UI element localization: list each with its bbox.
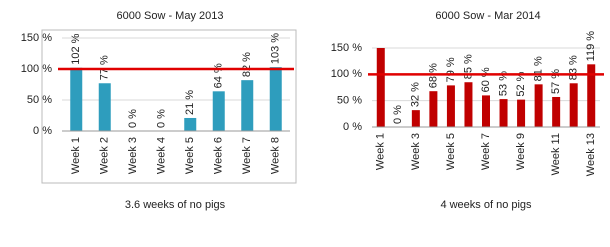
bar: [429, 91, 438, 127]
value-label: 57 %: [550, 69, 562, 94]
value-label: 85 %: [462, 54, 474, 79]
bar: [482, 95, 490, 127]
bar: [552, 96, 561, 127]
bar: [269, 67, 282, 131]
value-label: 102 %: [70, 33, 82, 64]
value-label: 0 %: [392, 105, 404, 124]
x-tick-label: Week 6: [213, 137, 225, 174]
y-tick-label: 50 %: [27, 94, 52, 106]
x-tick-label: Week 1: [375, 133, 387, 170]
y-tick-label: 0 %: [343, 121, 362, 133]
x-tick-label: Week 4: [156, 137, 168, 174]
value-label: 0 %: [127, 109, 139, 128]
x-tick-label: Week 13: [585, 133, 597, 176]
annotation: 3.6 weeks of no pigs: [125, 199, 226, 211]
bar: [241, 80, 254, 131]
bar: [464, 82, 473, 127]
value-label: 77 %: [99, 55, 111, 80]
value-label: 103 %: [270, 33, 282, 64]
plot-border: [41, 29, 297, 184]
x-tick-label: Week 11: [550, 133, 562, 175]
value-label: 81 %: [533, 56, 545, 81]
y-tick-label: 150 %: [21, 32, 52, 44]
bar: [411, 110, 420, 127]
value-label: 53 %: [497, 71, 509, 96]
value-label: 82 %: [241, 52, 253, 77]
x-tick-label: Week 3: [127, 137, 139, 174]
x-tick-label: Week 3: [410, 133, 422, 170]
value-label: 79 %: [445, 57, 457, 82]
bar: [569, 83, 578, 127]
dashboard: 6000 Sow - May 2013 0 % 50 % 100 % 150 % 102 …: [21, 10, 604, 211]
y-tick-label: 100 %: [21, 63, 52, 75]
x-tick-label: Week 2: [99, 137, 111, 174]
bar: [587, 64, 596, 127]
chart-title: 6000 Sow - May 2013: [116, 10, 223, 22]
bar: [70, 67, 83, 131]
bar: [534, 84, 543, 127]
bar: [98, 83, 111, 131]
y-tick-label: 150 %: [331, 42, 362, 54]
chart-title: 6000 Sow - Mar 2014: [435, 10, 540, 22]
annotation: 4 weeks of no pigs: [440, 199, 532, 211]
value-label: 60 %: [480, 67, 492, 92]
bar: [212, 91, 225, 131]
value-label: 32 %: [410, 82, 422, 107]
bar: [184, 117, 197, 131]
value-label: 83 %: [568, 55, 580, 80]
value-label: 119 %: [585, 31, 597, 62]
y-tick-label: 50 %: [337, 95, 362, 107]
value-label: 21 %: [184, 90, 196, 115]
x-tick-label: Week 5: [184, 137, 196, 174]
x-tick-label: Week 9: [515, 133, 527, 170]
value-label: 0 %: [156, 109, 168, 128]
bar: [446, 85, 455, 127]
bar: [517, 99, 526, 127]
y-tick-label: 100 %: [331, 68, 362, 80]
value-label: 64 %: [213, 63, 225, 88]
bar: [499, 99, 508, 127]
x-tick-label: Week 7: [241, 137, 253, 174]
x-tick-label: Week 1: [70, 137, 82, 174]
x-tick-label: Week 5: [445, 133, 457, 170]
value-label: 52 %: [515, 71, 527, 96]
bar: [376, 48, 385, 127]
x-tick-label: Week 8: [270, 137, 282, 174]
y-tick-label: 0 %: [33, 125, 52, 137]
x-tick-label: Week 7: [480, 133, 492, 170]
